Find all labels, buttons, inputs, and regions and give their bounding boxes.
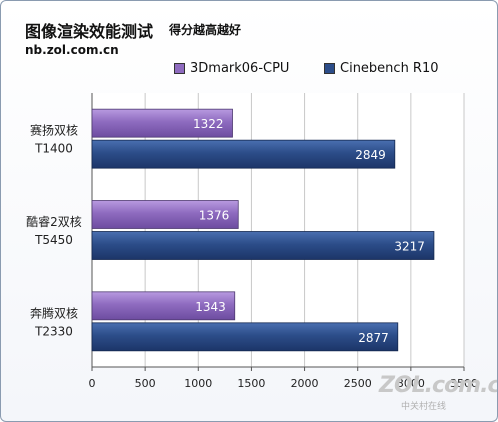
plot-area (92, 93, 464, 367)
x-tick-label: 2000 (291, 377, 319, 390)
bar-series-1 (91, 291, 236, 321)
data-label: 1376 (199, 209, 230, 223)
category-label: T2330 (34, 324, 73, 338)
data-label: 1322 (193, 117, 224, 131)
chart-subtitle: 得分越高越好 (169, 23, 242, 37)
category-label: 酷睿2双核 (26, 214, 82, 229)
bar-series-1 (91, 108, 233, 138)
legend-item-series-2: Cinebench R10 (324, 59, 439, 77)
category-label: 赛扬双核 (30, 123, 78, 138)
watermark-text: 中关村在线 (401, 402, 447, 412)
legend-label-series-1: 3Dmark06-CPU (190, 60, 290, 76)
x-tick-label: 1500 (237, 377, 265, 390)
bar-series-2 (91, 322, 399, 352)
data-label: 2849 (355, 148, 386, 162)
category-label: T5450 (34, 233, 73, 247)
data-label: 3217 (394, 240, 425, 254)
x-tick-label: 3500 (450, 377, 478, 390)
site-label: nb.zol.com.cn (25, 43, 119, 57)
x-tick-label: 1000 (184, 377, 212, 390)
legend-swatch-series-1 (174, 62, 185, 74)
legend-label-series-2: Cinebench R10 (340, 60, 439, 76)
chart-title: 图像渲染效能测试 (25, 22, 154, 41)
legend-swatch-series-2 (324, 62, 335, 74)
x-tick-label: 0 (89, 377, 96, 390)
category-label: T1400 (34, 142, 73, 156)
bar-series-2 (91, 231, 435, 260)
watermark-logo: ZOL.com.cn (379, 373, 497, 398)
x-tick-label: 2500 (344, 377, 372, 390)
x-tick-label: 3000 (397, 377, 425, 390)
category-label: 奔腾双核 (30, 305, 78, 320)
legend-item-series-1: 3Dmark06-CPU (174, 59, 289, 77)
data-label: 1343 (195, 300, 226, 314)
x-tick-label: 500 (135, 377, 156, 390)
bar-series-1 (91, 200, 239, 229)
bar-series-2 (91, 139, 396, 169)
data-label: 2877 (358, 331, 389, 345)
